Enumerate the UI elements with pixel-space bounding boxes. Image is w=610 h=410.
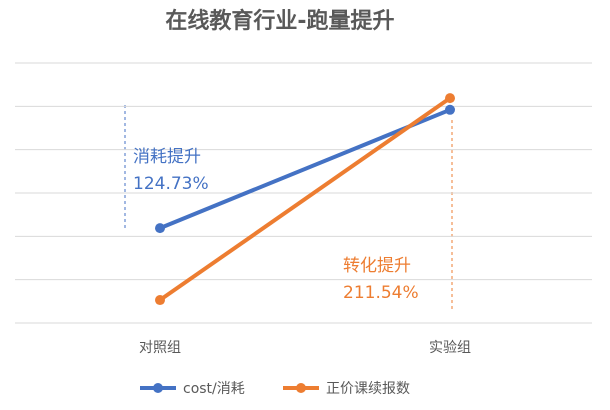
data-point xyxy=(155,223,165,234)
chart-title: 在线教育行业-跑量提升 xyxy=(165,8,394,34)
data-point xyxy=(445,104,455,115)
legend-marker xyxy=(296,383,306,393)
annotation: 转化提升 xyxy=(343,256,411,276)
legend-marker xyxy=(153,383,163,393)
x-tick-label: 实验组 xyxy=(429,340,471,356)
annotation: 124.73% xyxy=(133,174,209,194)
legend-label: cost/消耗 xyxy=(183,381,245,397)
data-point xyxy=(445,93,455,104)
legend-label: 正价课续报数 xyxy=(326,380,410,397)
data-point xyxy=(155,295,165,306)
annotation: 211.54% xyxy=(343,283,419,303)
series-line xyxy=(158,96,452,302)
annotation: 消耗提升 xyxy=(133,147,201,167)
x-tick-label: 对照组 xyxy=(139,340,181,356)
